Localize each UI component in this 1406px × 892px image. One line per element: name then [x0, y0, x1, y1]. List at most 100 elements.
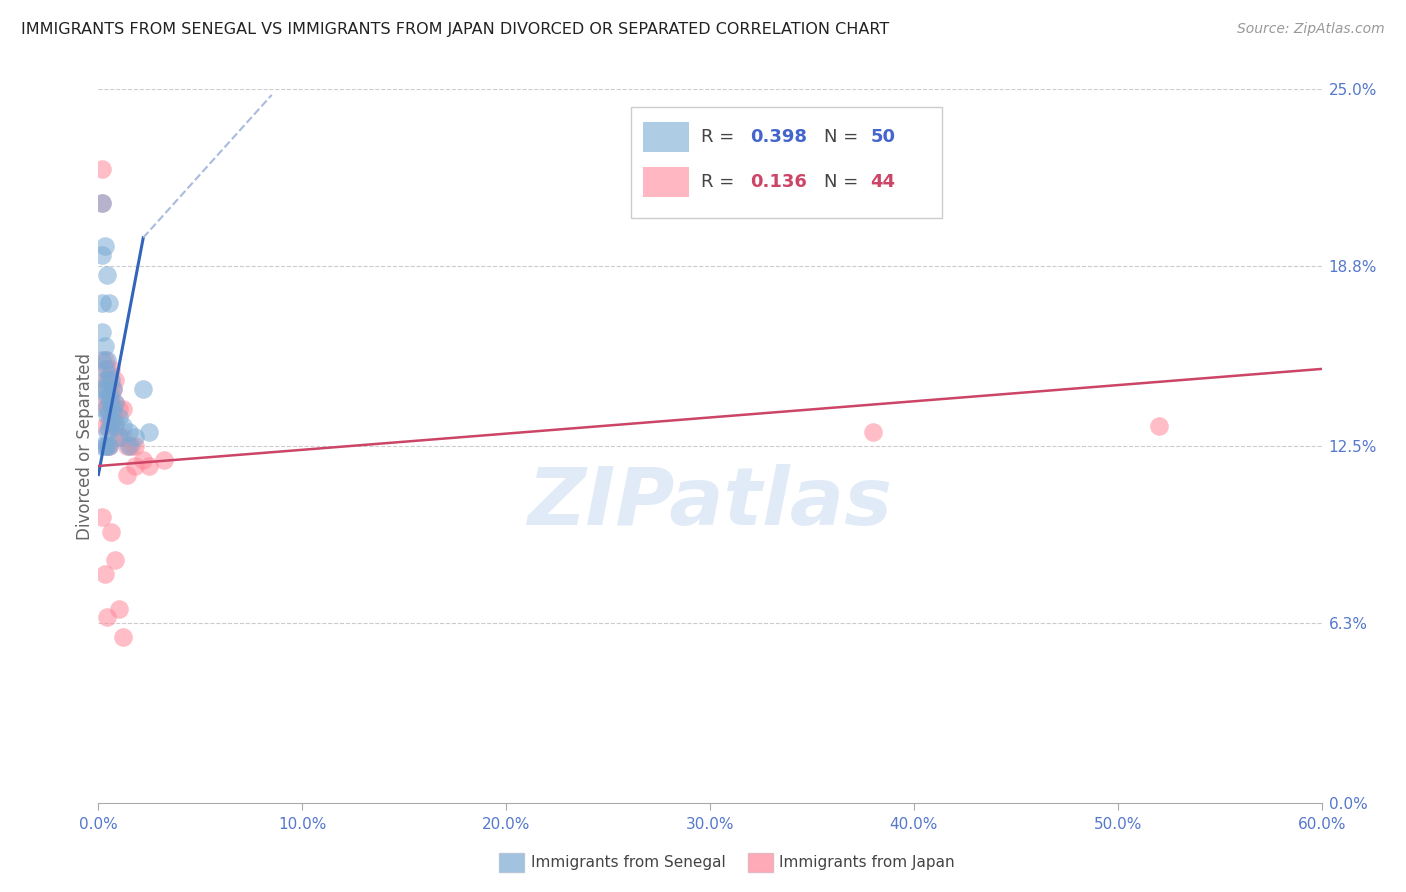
Point [91, 196, 114, 211]
Y-axis label: Divorced or Separated: Divorced or Separated [76, 352, 94, 540]
Point [91, 162, 114, 177]
Text: 44: 44 [870, 173, 896, 191]
Point [96, 362, 118, 376]
Point [108, 401, 131, 416]
Point [97, 439, 120, 453]
Point [93, 373, 115, 387]
Point [108, 410, 131, 425]
Point [93, 419, 115, 434]
Point [96, 268, 118, 282]
Text: Source: ZipAtlas.com: Source: ZipAtlas.com [1237, 22, 1385, 37]
Text: 0.136: 0.136 [751, 173, 807, 191]
Point [111, 419, 134, 434]
Point [93, 239, 115, 253]
Point [97, 296, 120, 310]
Point [97, 416, 120, 430]
Point [132, 453, 155, 467]
Point [862, 425, 884, 439]
FancyBboxPatch shape [643, 167, 689, 197]
Point [97, 396, 120, 410]
Point [104, 419, 127, 434]
Point [138, 458, 160, 473]
Point [101, 405, 124, 419]
Point [97, 373, 120, 387]
Point [91, 296, 114, 310]
Point [93, 401, 115, 416]
Point [93, 567, 115, 582]
Point [93, 362, 115, 376]
Point [101, 382, 124, 396]
Point [96, 353, 118, 368]
Text: 50: 50 [870, 128, 896, 146]
Point [93, 396, 115, 410]
Point [91, 196, 114, 211]
Point [100, 387, 122, 401]
Point [97, 422, 120, 436]
Point [104, 396, 127, 410]
Point [115, 439, 138, 453]
Point [97, 405, 120, 419]
Point [1147, 419, 1170, 434]
Point [100, 416, 122, 430]
Point [93, 353, 115, 368]
Point [91, 325, 114, 339]
Point [104, 396, 127, 410]
Point [108, 430, 131, 444]
Point [118, 439, 141, 453]
Point [108, 430, 131, 444]
Point [91, 510, 114, 524]
Point [120, 439, 142, 453]
Point [97, 368, 120, 382]
Point [96, 439, 118, 453]
Point [101, 401, 124, 416]
Point [93, 382, 115, 396]
Point [104, 553, 127, 567]
Point [100, 410, 122, 425]
Point [96, 439, 118, 453]
Point [96, 408, 118, 422]
Point [91, 382, 114, 396]
FancyBboxPatch shape [748, 853, 773, 872]
Point [118, 425, 141, 439]
Point [93, 439, 115, 453]
Point [115, 467, 138, 482]
Point [97, 387, 120, 401]
Point [152, 453, 174, 467]
FancyBboxPatch shape [630, 107, 942, 218]
Point [100, 362, 122, 376]
Point [111, 630, 134, 644]
Text: Immigrants from Japan: Immigrants from Japan [779, 855, 955, 870]
Point [111, 430, 134, 444]
Point [91, 248, 114, 262]
Point [96, 382, 118, 396]
Text: R =: R = [702, 173, 741, 191]
FancyBboxPatch shape [499, 853, 524, 872]
Text: N =: N = [824, 128, 863, 146]
Point [96, 373, 118, 387]
Text: 0.398: 0.398 [751, 128, 807, 146]
Point [101, 382, 124, 396]
Point [104, 373, 127, 387]
Text: Immigrants from Senegal: Immigrants from Senegal [531, 855, 727, 870]
Point [96, 425, 118, 439]
Point [100, 373, 122, 387]
Point [132, 382, 155, 396]
Point [111, 401, 134, 416]
Point [138, 425, 160, 439]
Point [124, 458, 146, 473]
Point [93, 339, 115, 353]
Text: R =: R = [702, 128, 741, 146]
Point [91, 439, 114, 453]
Point [100, 396, 122, 410]
Point [100, 524, 122, 539]
Text: N =: N = [824, 173, 863, 191]
Point [124, 439, 146, 453]
Point [96, 401, 118, 416]
Point [108, 601, 131, 615]
FancyBboxPatch shape [643, 122, 689, 152]
Point [96, 610, 118, 624]
Text: IMMIGRANTS FROM SENEGAL VS IMMIGRANTS FROM JAPAN DIVORCED OR SEPARATED CORRELATI: IMMIGRANTS FROM SENEGAL VS IMMIGRANTS FR… [21, 22, 890, 37]
Point [104, 416, 127, 430]
Point [91, 353, 114, 368]
Point [97, 439, 120, 453]
